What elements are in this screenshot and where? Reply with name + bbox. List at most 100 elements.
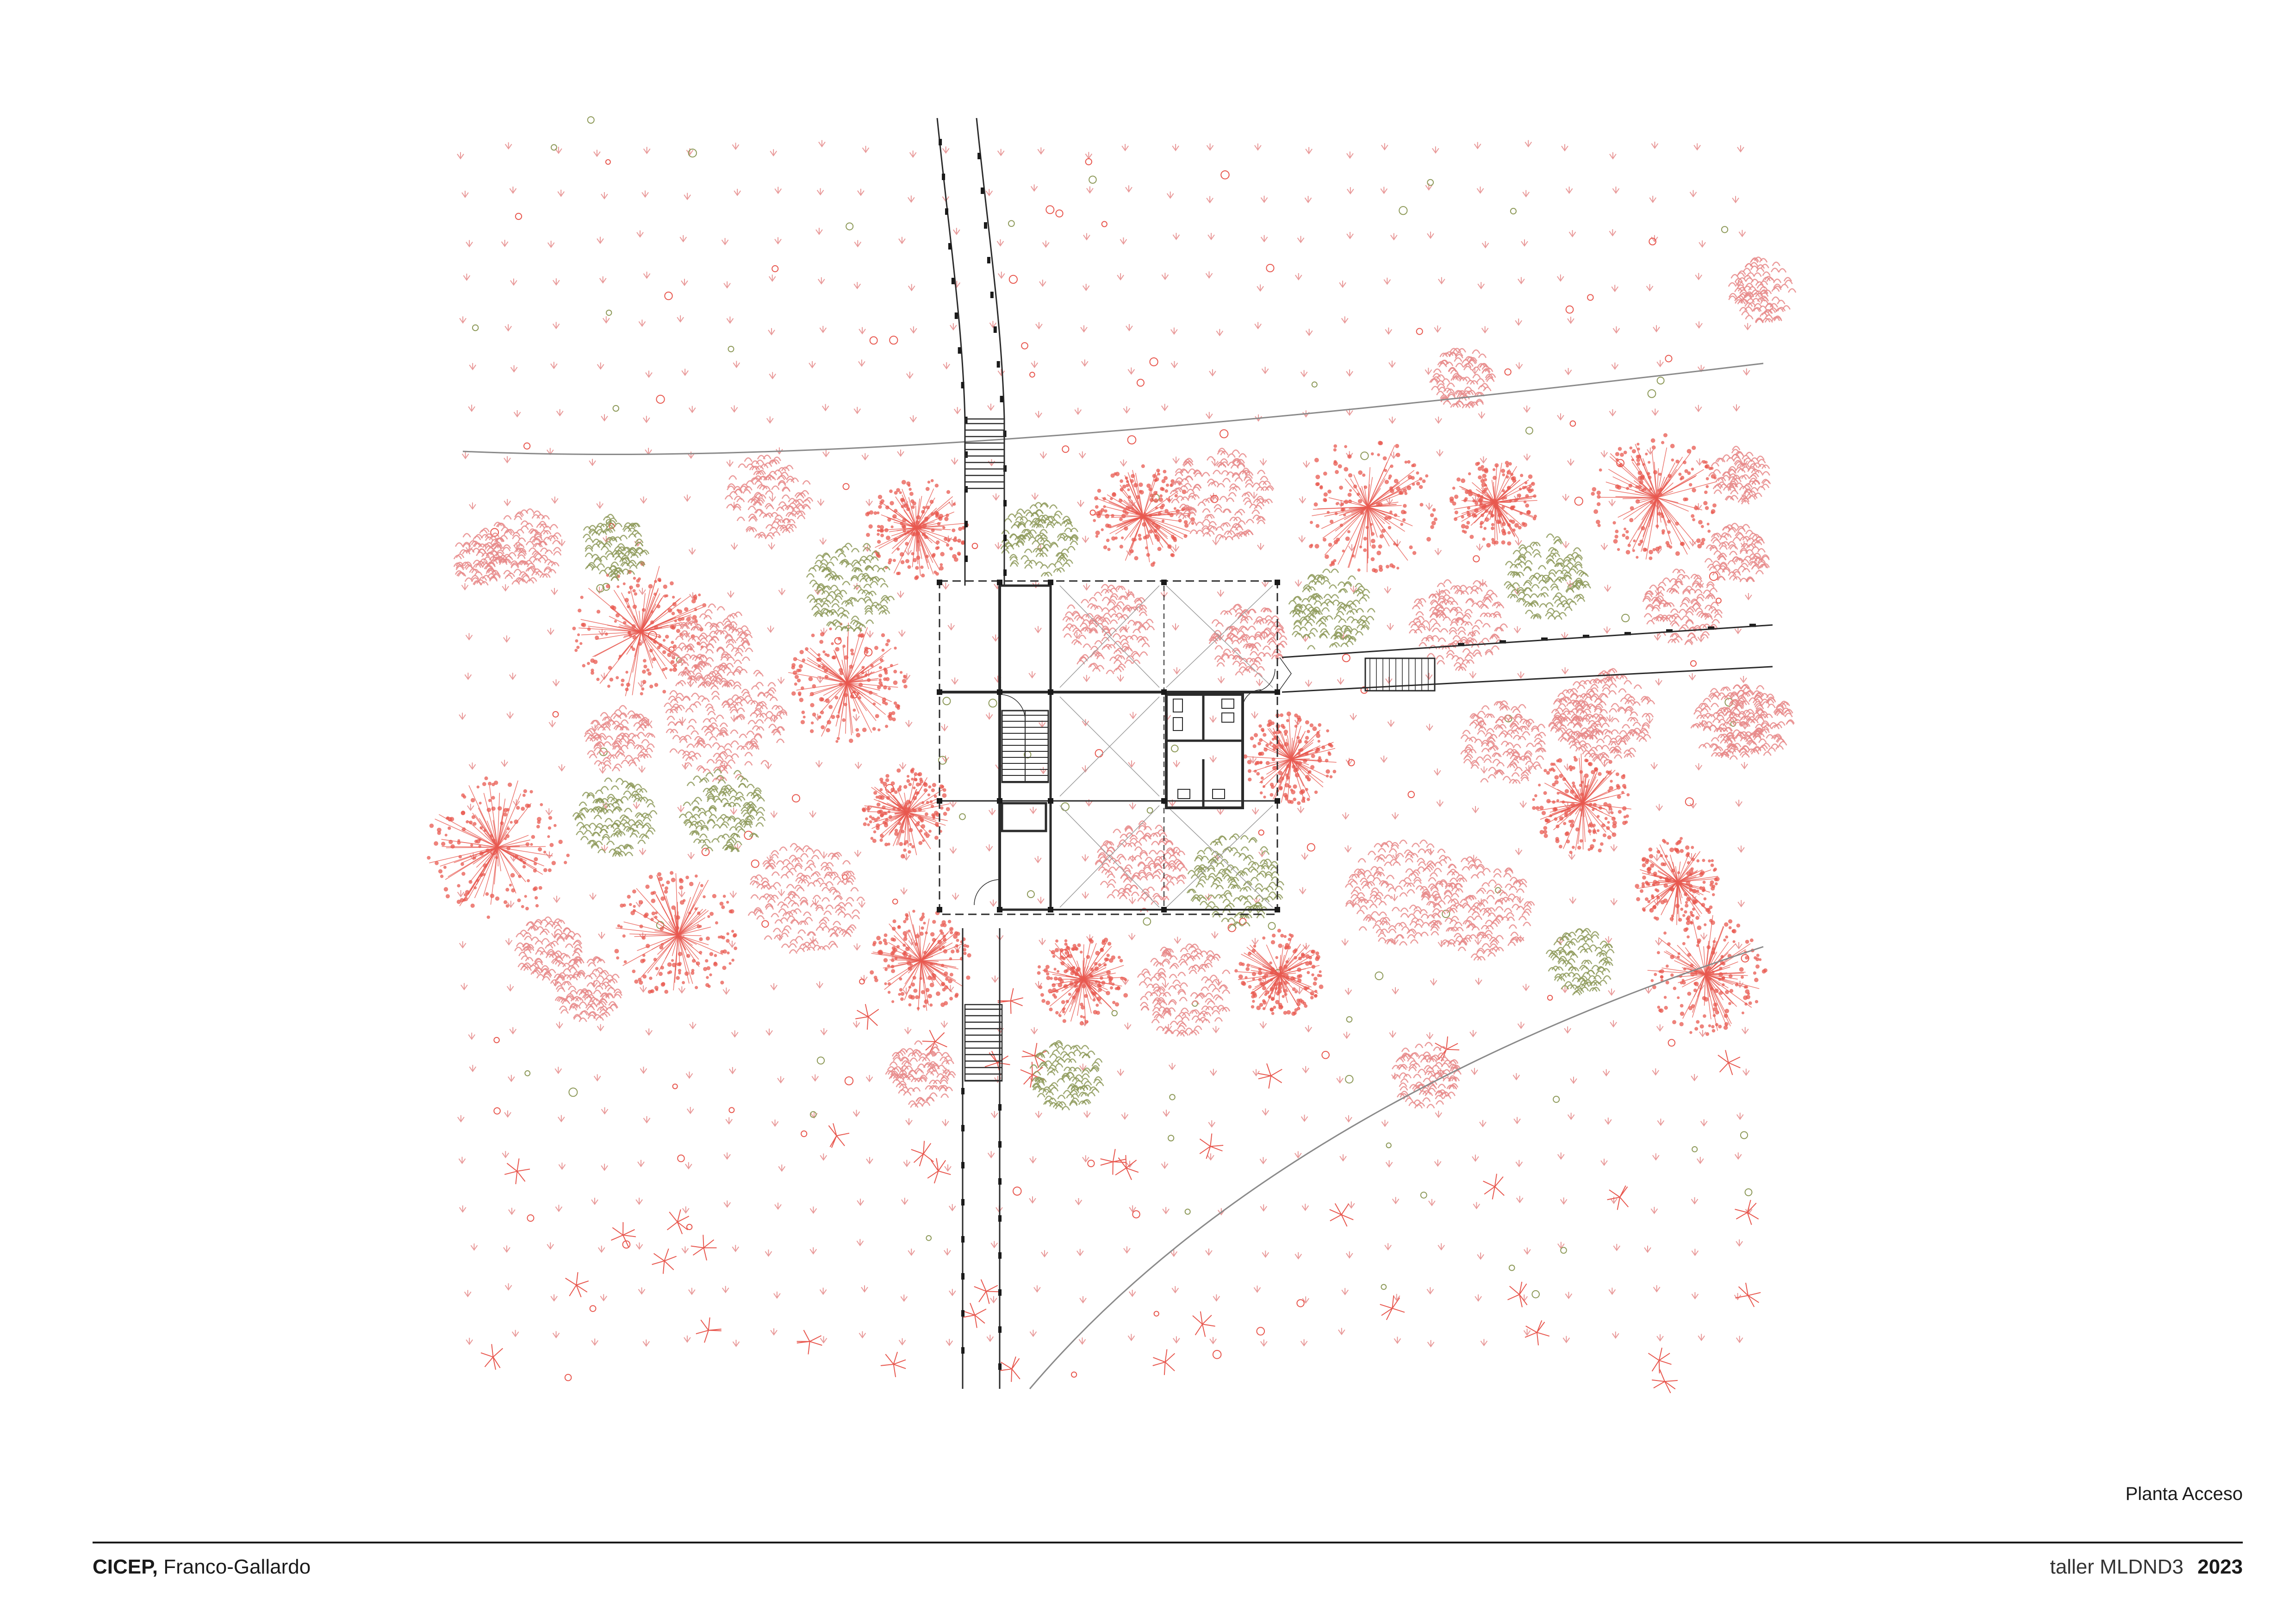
grass-tick bbox=[1745, 593, 1752, 600]
grass-tick bbox=[1560, 1197, 1568, 1205]
grass-tick bbox=[1347, 187, 1354, 195]
grass-tick bbox=[768, 328, 775, 336]
shrub-mark bbox=[1256, 1327, 1265, 1336]
shrub-mark bbox=[1087, 1159, 1095, 1168]
grass-tick bbox=[504, 1110, 511, 1118]
shrub-mark bbox=[1347, 759, 1355, 767]
grass-tick bbox=[1037, 897, 1045, 905]
grass-tick bbox=[677, 315, 684, 323]
grass-tick bbox=[1299, 496, 1307, 504]
grass-tick bbox=[639, 848, 647, 856]
grass-tick bbox=[684, 1335, 691, 1343]
grass-tick bbox=[1129, 712, 1137, 719]
grass-tick bbox=[1253, 1285, 1261, 1293]
grass-tick bbox=[1206, 143, 1214, 151]
grass-tick bbox=[593, 150, 601, 157]
grass-tick bbox=[1438, 277, 1445, 285]
star-plant bbox=[611, 1222, 636, 1247]
star-plant bbox=[1021, 1043, 1047, 1068]
grass-tick bbox=[1206, 196, 1213, 204]
grass-tick bbox=[1425, 673, 1433, 681]
grass-tick bbox=[730, 715, 738, 723]
grass-tick bbox=[1083, 1111, 1091, 1118]
star-plant bbox=[922, 1030, 947, 1054]
shrub-mark bbox=[515, 212, 523, 220]
grass-tick bbox=[645, 448, 652, 456]
grass-tick bbox=[1161, 1162, 1169, 1169]
shrub-mark bbox=[1685, 797, 1694, 806]
grass-tick bbox=[1117, 273, 1124, 281]
star-plant bbox=[1524, 1320, 1550, 1346]
grass-tick bbox=[903, 1160, 911, 1168]
grass-tick bbox=[681, 279, 688, 286]
grass-tick bbox=[642, 416, 650, 423]
grass-tick bbox=[1121, 1112, 1129, 1120]
grass-tick bbox=[1213, 1294, 1220, 1302]
grass-tick bbox=[1691, 1197, 1699, 1205]
grass-tick bbox=[1695, 321, 1703, 329]
grass-tick bbox=[1562, 541, 1570, 549]
star-plant bbox=[796, 1330, 822, 1355]
grass-tick bbox=[510, 278, 517, 286]
grass-tick bbox=[1170, 327, 1178, 335]
grass-tick bbox=[942, 1068, 950, 1075]
grass-tick bbox=[1170, 1249, 1178, 1257]
shrub-mark bbox=[1061, 802, 1070, 811]
grass-tick bbox=[774, 187, 782, 194]
tree-canopy-clustered bbox=[1062, 584, 1155, 675]
grass-tick bbox=[1260, 195, 1268, 203]
diagonal-void-3 bbox=[1166, 585, 1273, 688]
grass-tick bbox=[1341, 316, 1349, 324]
grass-tick bbox=[1209, 369, 1216, 377]
tree-canopy-radial bbox=[1532, 753, 1631, 854]
grass-tick bbox=[1171, 1286, 1179, 1293]
grass-tick bbox=[1655, 804, 1663, 812]
grass-tick bbox=[643, 271, 651, 279]
grass-tick bbox=[731, 1030, 739, 1038]
shrub-mark bbox=[859, 978, 865, 985]
grass-tick bbox=[1294, 1151, 1302, 1159]
tree-canopy-clustered bbox=[885, 1040, 956, 1108]
grass-tick bbox=[511, 1330, 519, 1337]
grass-tick bbox=[1480, 1339, 1488, 1347]
grass-tick bbox=[947, 623, 955, 631]
grass-tick bbox=[1074, 407, 1082, 415]
grass-tick bbox=[504, 499, 511, 506]
grass-tick bbox=[637, 681, 645, 688]
star-plant bbox=[1507, 1281, 1528, 1307]
shrub-mark bbox=[568, 1087, 578, 1097]
grass-tick bbox=[1699, 240, 1706, 248]
grass-tick bbox=[1128, 1289, 1136, 1297]
grass-tick bbox=[1041, 1250, 1048, 1258]
grass-tick bbox=[1735, 800, 1742, 807]
grass-tick bbox=[640, 985, 647, 993]
shrub-mark bbox=[1136, 379, 1145, 387]
tree-canopy-radial bbox=[1647, 915, 1767, 1036]
grass-tick bbox=[501, 240, 509, 247]
grass-tick bbox=[1303, 461, 1310, 468]
grass-tick bbox=[819, 537, 827, 545]
grass-tick bbox=[1039, 451, 1047, 459]
grass-tick bbox=[943, 362, 951, 370]
grass-tick bbox=[1260, 1339, 1268, 1347]
grass-tick bbox=[732, 1340, 740, 1347]
shrub-mark bbox=[1089, 175, 1097, 184]
grass-tick bbox=[1208, 1120, 1216, 1128]
grass-tick bbox=[1174, 937, 1182, 944]
grass-tick bbox=[770, 983, 778, 991]
grass-tick bbox=[987, 403, 995, 411]
grass-tick bbox=[458, 1156, 466, 1164]
shrub-mark bbox=[1473, 555, 1480, 562]
grass-tick bbox=[639, 587, 646, 595]
shrub-mark bbox=[728, 1107, 735, 1113]
star-plant bbox=[1607, 1185, 1629, 1210]
grass-tick bbox=[1602, 1069, 1610, 1077]
grass-tick bbox=[1294, 580, 1302, 587]
grass-tick bbox=[1610, 844, 1618, 852]
grass-tick bbox=[1744, 323, 1751, 331]
grass-tick bbox=[1117, 675, 1124, 682]
grass-tick bbox=[1691, 1292, 1699, 1299]
contour-line-southeast bbox=[1029, 946, 1764, 1389]
tree-canopy-radial bbox=[788, 623, 908, 743]
grass-tick bbox=[678, 717, 686, 725]
